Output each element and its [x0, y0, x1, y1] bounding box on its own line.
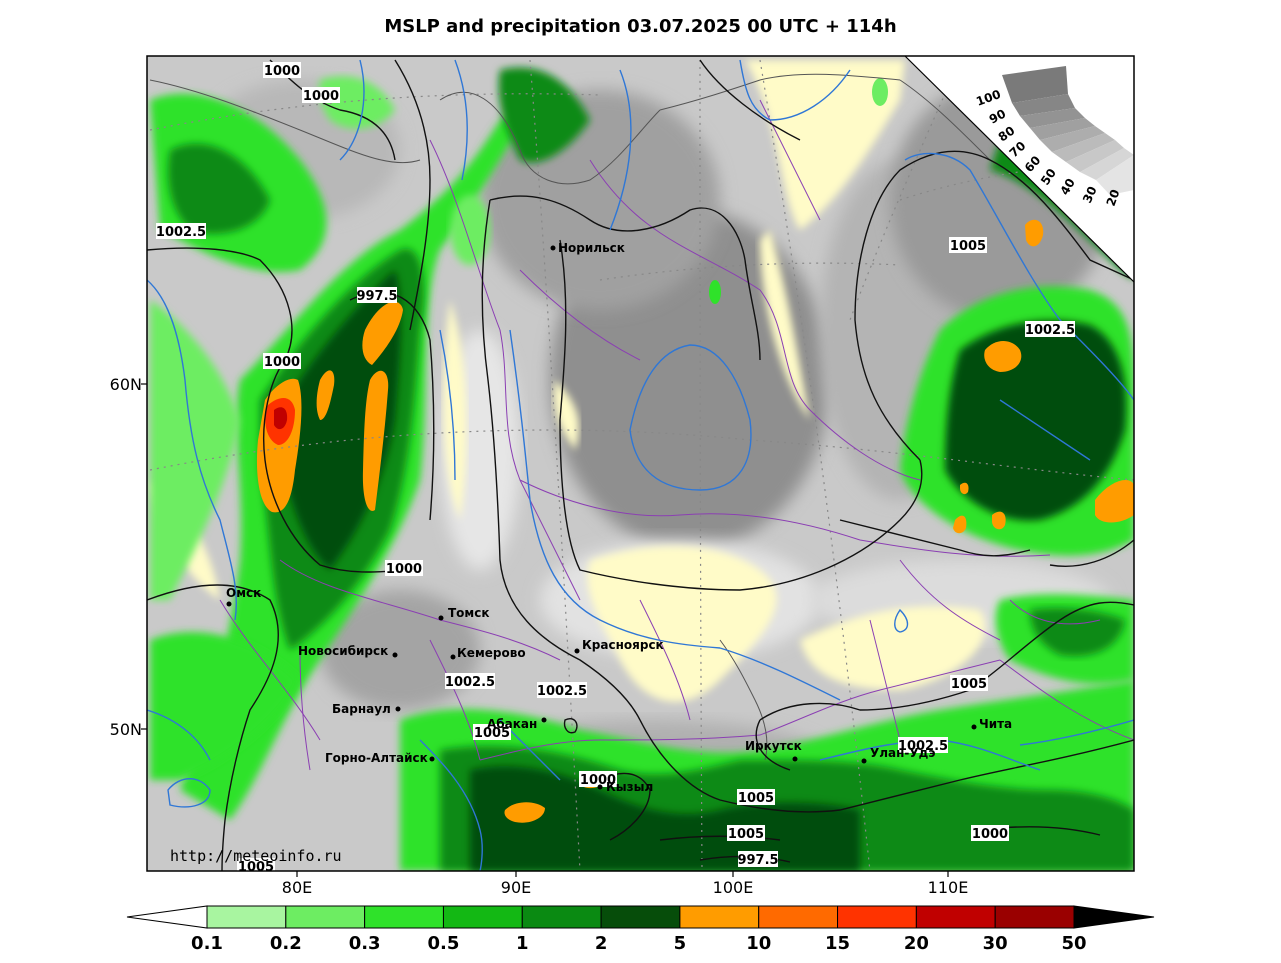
city-omsk: Омск	[226, 586, 261, 607]
isobar-label: 1000	[580, 773, 616, 788]
region-boundaries	[219, 99, 1134, 771]
colorbar-cell	[679, 905, 760, 929]
svg-text:Томск: Томск	[448, 606, 490, 620]
cloud-legend-edge	[904, 55, 1135, 283]
svg-text:Чита: Чита	[979, 717, 1012, 731]
city-markers: Норильск Омск Томск Новосибирск Кемерово…	[226, 241, 1012, 794]
colorbar-label: 0.1	[191, 933, 223, 954]
city-kemerovo: Кемерово	[450, 646, 526, 660]
isobar-label: 1002.5	[1025, 323, 1075, 338]
isobar-label: 1002.5	[537, 684, 587, 699]
isobar-label: 1000	[264, 64, 300, 79]
city-krasnoyarsk: Красноярск	[574, 638, 664, 654]
colorbar-label: 0.3	[349, 933, 381, 954]
city-novosibirsk: Новосибирск	[298, 644, 398, 658]
y-axis	[141, 383, 147, 730]
colorbar-cell	[442, 905, 523, 929]
colorbar-label: 10	[746, 933, 771, 954]
city-barnaul: Барнаул	[332, 702, 401, 716]
cloud-legend-fan	[1002, 66, 1134, 195]
x-tick-label: 90E	[501, 878, 531, 897]
isobar-label: 1005	[951, 677, 987, 692]
city-kyzyl: Кызыл	[597, 780, 653, 794]
isobar-label: 1005	[728, 827, 764, 842]
x-tick-label: 100E	[713, 878, 754, 897]
svg-text:Красноярск: Красноярск	[582, 638, 664, 652]
x-tick-label: 80E	[282, 878, 312, 897]
map-title: MSLP and precipitation 03.07.2025 00 UTC…	[384, 16, 897, 37]
svg-text:Горно-Алтайск: Горно-Алтайск	[325, 751, 428, 765]
website-url[interactable]: http://meteoinfo.ru	[170, 847, 342, 865]
city-gorno-altaysk: Горно-Алтайск	[325, 751, 435, 765]
isobar-label: 1000	[972, 827, 1008, 842]
colorbar-label: 30	[983, 933, 1008, 954]
isobar-label: 1000	[264, 355, 300, 370]
x-axis	[296, 871, 949, 877]
svg-text:Улан-Удэ: Улан-Удэ	[870, 746, 935, 760]
map-area: 1000 1000 1002.5 997.5 1000 1000 1005 10…	[147, 56, 1134, 875]
cloud-label: 30	[1080, 184, 1100, 205]
precipitation-colorbar: 0.1 0.2 0.3 0.5 1 2 5 10 15 20 30 50	[126, 905, 1155, 954]
svg-text:Барнаул: Барнаул	[332, 702, 391, 716]
colorbar-label: 15	[825, 933, 850, 954]
isobar-label: 997.5	[737, 853, 778, 868]
svg-text:Норильск: Норильск	[558, 241, 625, 255]
isobar-label: 1000	[386, 562, 422, 577]
colorbar-cell	[837, 905, 917, 929]
colorbar-cell	[285, 905, 366, 929]
city-norilsk: Норильск	[550, 241, 625, 255]
colorbar-cell	[994, 905, 1075, 929]
colorbar-label: 2	[595, 933, 608, 954]
svg-text:Кызыл: Кызыл	[606, 780, 653, 794]
svg-text:Иркутск: Иркутск	[745, 739, 802, 753]
city-ulan-ude: Улан-Удэ	[861, 746, 935, 764]
isobar-label: 1005	[238, 860, 274, 875]
isobar-labels: 1000 1000 1002.5 997.5 1000 1000 1005 10…	[156, 62, 1075, 875]
isobar-label: 997.5	[356, 289, 397, 304]
city-abakan: Абакан	[487, 717, 547, 731]
isobar-label: 1005	[950, 239, 986, 254]
colorbar-label: 0.2	[270, 933, 302, 954]
isobar-label: 1005	[738, 791, 774, 806]
svg-text:Новосибирск: Новосибирск	[298, 644, 388, 658]
svg-text:Омск: Омск	[226, 586, 261, 600]
coastlines	[149, 73, 991, 761]
y-tick-label: 50N	[110, 720, 142, 739]
map-frame	[146, 55, 1135, 872]
svg-text:Кемерово: Кемерово	[457, 646, 526, 660]
colorbar-cell	[364, 905, 444, 929]
colorbar-label: 0.5	[428, 933, 460, 954]
isobar-label: 1002.5	[156, 225, 206, 240]
isobar-label: 1002.5	[898, 739, 948, 754]
x-tick-label: 110E	[928, 878, 969, 897]
colorbar-label: 50	[1061, 933, 1086, 954]
cloud-label: 20	[1104, 188, 1123, 208]
colorbar-cell	[206, 905, 287, 929]
isobar-label: 1002.5	[445, 675, 495, 690]
colorbar-cell	[758, 905, 839, 929]
y-tick-label: 60N	[110, 375, 142, 394]
colorbar-cell	[915, 905, 996, 929]
colorbar-cells	[206, 905, 1075, 929]
city-chita: Чита	[971, 717, 1012, 731]
colorbar-cell	[600, 905, 681, 929]
colorbar-label: 5	[674, 933, 687, 954]
colorbar-min-arrow	[126, 905, 208, 929]
svg-text:Абакан: Абакан	[487, 717, 537, 731]
city-irkutsk: Иркутск	[745, 739, 802, 762]
cloud-label: 90	[987, 106, 1008, 126]
city-tomsk: Томск	[438, 606, 490, 621]
colorbar-cell	[521, 905, 602, 929]
colorbar-label: 20	[904, 933, 929, 954]
isobars-blue	[147, 59, 1134, 871]
colorbar-max-arrow	[1073, 905, 1155, 929]
isobar-label: 1000	[303, 89, 339, 104]
isobar-label: 1005	[474, 726, 510, 741]
colorbar-label: 1	[516, 933, 529, 954]
